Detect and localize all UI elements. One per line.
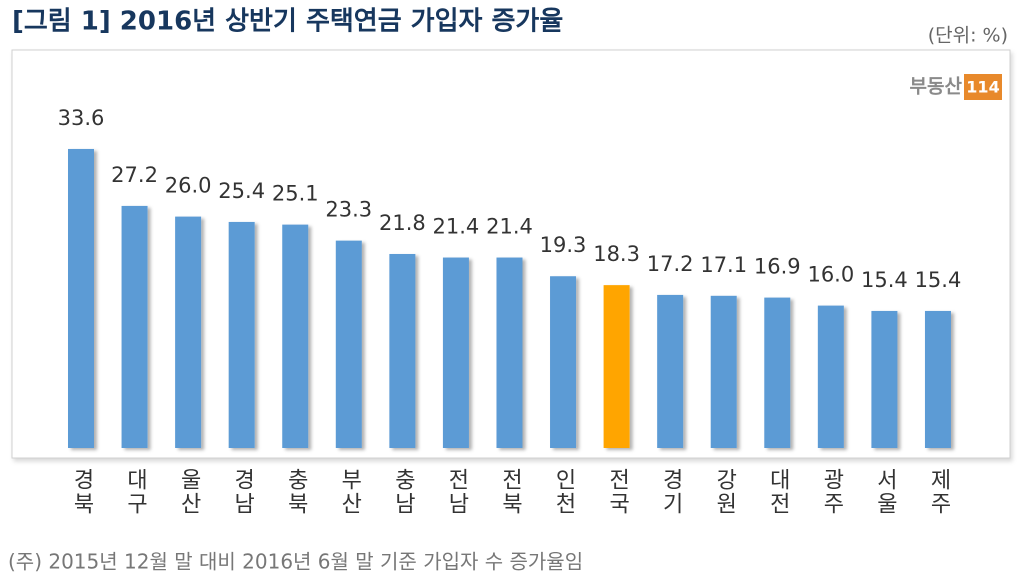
- bar: [121, 205, 148, 448]
- bar: [335, 240, 362, 448]
- bar: [282, 224, 309, 448]
- value-label: 21.4: [433, 215, 480, 239]
- logo-badge-text: 114: [966, 78, 999, 97]
- x-tick-label: 대전: [765, 468, 790, 516]
- value-label: 15.4: [861, 268, 908, 292]
- bar: [603, 285, 630, 448]
- value-label: 15.4: [915, 268, 962, 292]
- x-tick-label: 부산: [337, 468, 362, 516]
- x-tick-label: 광주: [819, 468, 844, 516]
- value-label: 17.1: [700, 253, 747, 277]
- x-tick-label: 경북: [69, 468, 94, 516]
- bar: [389, 253, 416, 448]
- value-label: 27.2: [111, 163, 158, 187]
- footnote: (주) 2015년 12월 말 대비 2016년 6월 말 기준 가입자 수 증…: [8, 550, 583, 574]
- value-label: 33.6: [58, 106, 105, 130]
- bar: [442, 257, 469, 448]
- chart-title: [그림 1] 2016년 상반기 주택연금 가입자 증가율: [12, 7, 563, 37]
- bar: [657, 294, 684, 448]
- value-label: 21.8: [379, 211, 426, 235]
- value-label: 21.4: [486, 215, 533, 239]
- x-tick-label: 경남: [230, 468, 255, 516]
- x-tick-label: 서울: [872, 468, 897, 516]
- bar: [871, 310, 898, 448]
- value-label: 16.9: [754, 255, 801, 279]
- bar: [68, 148, 94, 448]
- x-tick-label: 강원: [712, 468, 737, 516]
- logo-text: 부동산: [910, 76, 963, 98]
- x-tick-label: 충남: [390, 468, 415, 516]
- bar: [710, 295, 737, 448]
- x-tick-label: 경기: [658, 468, 683, 516]
- logo-badge: [964, 74, 1002, 100]
- x-tick-label: 전북: [497, 468, 522, 516]
- bar: [924, 310, 951, 448]
- x-tick-label: 전국: [605, 468, 630, 516]
- value-label: 25.1: [272, 182, 319, 206]
- value-label: 18.3: [593, 242, 640, 266]
- x-tick-label: 울산: [176, 468, 201, 516]
- bar: [550, 276, 577, 448]
- x-tick-label: 인천: [551, 468, 576, 516]
- bar: [817, 305, 844, 448]
- x-tick-label: 대구: [123, 468, 148, 516]
- value-label: 23.3: [325, 198, 372, 222]
- value-label: 25.4: [218, 179, 265, 203]
- value-label: 16.0: [807, 263, 854, 287]
- bar: [764, 297, 791, 448]
- bar: [496, 257, 523, 448]
- unit-note: (단위: %): [928, 25, 1008, 47]
- x-tick-label: 제주: [926, 468, 951, 516]
- x-tick-label: 충북: [283, 468, 308, 516]
- bar: [175, 216, 202, 448]
- value-label: 19.3: [540, 233, 587, 257]
- value-label: 26.0: [165, 174, 212, 198]
- bar: [228, 221, 255, 448]
- value-label: 17.2: [647, 252, 694, 276]
- x-tick-label: 전남: [444, 468, 469, 516]
